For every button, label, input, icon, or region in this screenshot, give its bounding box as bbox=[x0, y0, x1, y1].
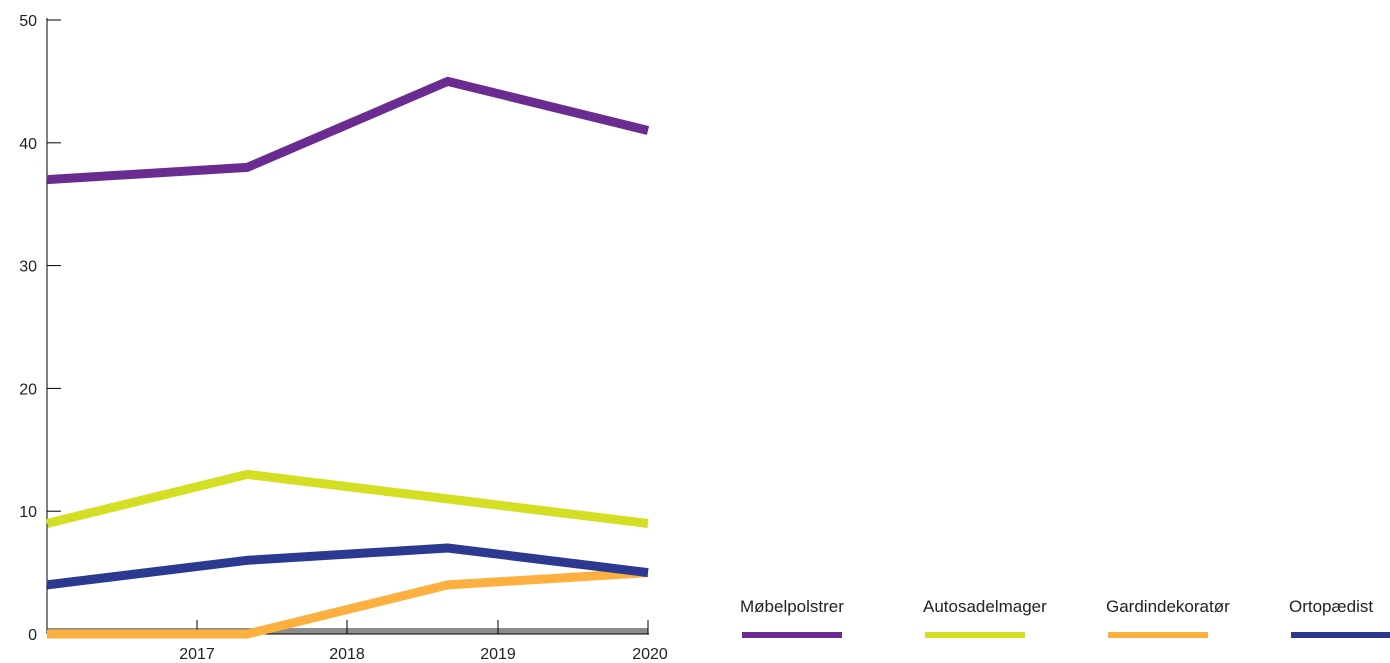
legend-swatch bbox=[1291, 632, 1390, 638]
y-tick-label: 10 bbox=[19, 504, 37, 521]
legend: Møbelpolstrer Autosadelmager Gardindekor… bbox=[740, 597, 1390, 647]
legend-label: Møbelpolstrer bbox=[740, 597, 844, 616]
legend-swatch bbox=[742, 632, 842, 638]
x-tick-label: 2017 bbox=[179, 646, 215, 663]
x-tick-label: 2020 bbox=[632, 646, 668, 663]
y-tick-label: 30 bbox=[19, 259, 37, 276]
x-tick-label: 2018 bbox=[329, 646, 365, 663]
series-line-3 bbox=[46, 543, 649, 590]
legend-item-autosadelmager: Autosadelmager bbox=[923, 597, 1047, 638]
series-line-1 bbox=[45, 469, 649, 528]
legend-label: Gardindekoratør bbox=[1106, 597, 1230, 616]
x-tick-label: 2019 bbox=[480, 646, 516, 663]
legend-item-gardindekorator: Gardindekoratør bbox=[1106, 597, 1230, 638]
series-line-2 bbox=[47, 568, 649, 639]
legend-label: Autosadelmager bbox=[923, 597, 1047, 616]
legend-item-mobelpolstrer: Møbelpolstrer bbox=[740, 597, 844, 638]
y-tick-label: 50 bbox=[19, 13, 37, 30]
legend-swatch bbox=[1108, 632, 1208, 638]
y-tick-label: 20 bbox=[19, 381, 37, 398]
legend-swatch bbox=[925, 632, 1025, 638]
series-line-0 bbox=[46, 76, 650, 185]
y-tick-label: 0 bbox=[28, 627, 37, 644]
legend-item-ortopaedist: Ortopædist bbox=[1289, 597, 1390, 638]
y-tick-label: 40 bbox=[19, 136, 37, 153]
legend-label: Ortopædist bbox=[1289, 597, 1374, 616]
